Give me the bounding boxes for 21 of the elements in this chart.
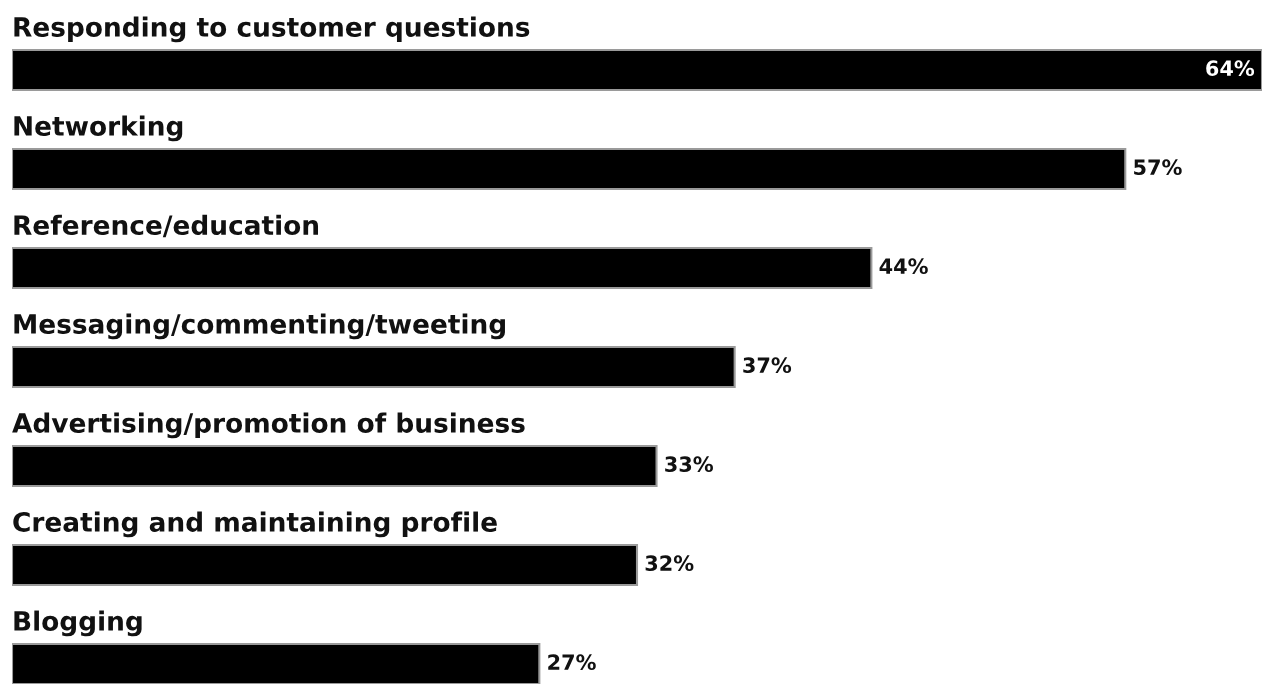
bar (12, 543, 639, 587)
data-label: 33% (665, 456, 713, 473)
data-label: 37% (743, 357, 792, 374)
bar (12, 642, 541, 684)
y-tick-label: Advertising/promotion of business (12, 412, 525, 439)
bar (12, 147, 1127, 191)
bar (12, 48, 1262, 92)
data-label: 44% (879, 258, 928, 275)
data-label: 64% (1206, 60, 1255, 77)
bar (12, 444, 658, 488)
y-tick-label: Reference/education (14, 214, 319, 238)
y-tick-label: Networking (14, 115, 183, 142)
bar (12, 345, 736, 389)
data-label: 57% (1134, 159, 1182, 176)
y-tick-label: Blogging (14, 610, 142, 637)
bar (12, 246, 873, 290)
data-label: 32% (645, 555, 694, 572)
y-tick-label: Messaging/commenting/tweeting (14, 313, 505, 340)
data-label: 27% (548, 654, 596, 671)
y-tick-label: Responding to customer questions (14, 16, 530, 43)
y-tick-label: Creating and maintaining profile (13, 511, 497, 538)
